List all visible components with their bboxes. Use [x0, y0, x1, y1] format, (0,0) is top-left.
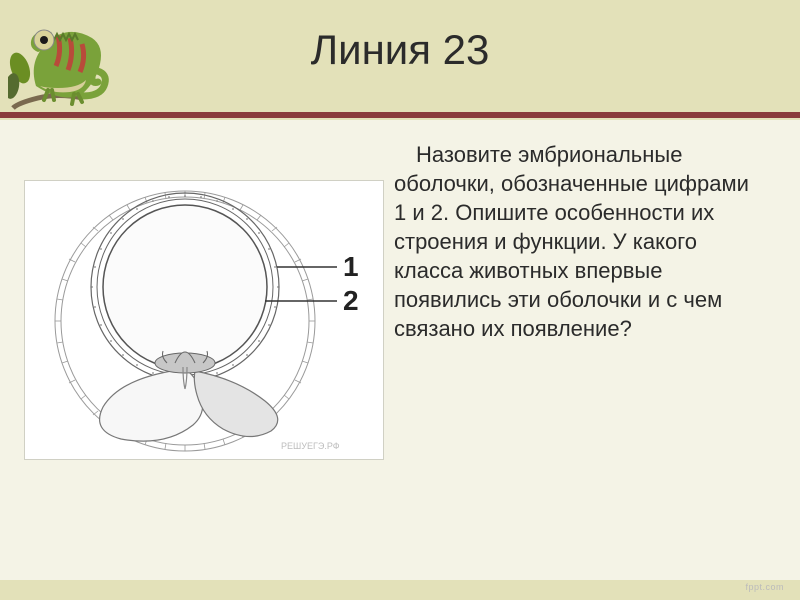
footer-credit: fppt.com — [745, 582, 784, 592]
figure-label-2: 2 — [343, 285, 359, 317]
embryo-diagram: РЕШУЕГЭ.РФ 1 2 — [24, 180, 384, 460]
slide-title: Линия 23 — [0, 26, 800, 74]
question-text: Назовите эмбриональные оболочки, обознач… — [394, 140, 764, 343]
accent-line — [0, 112, 800, 118]
figure-watermark: РЕШУЕГЭ.РФ — [281, 441, 340, 451]
slide: Линия 23 Назовите эмбриональные оболочки… — [0, 0, 800, 600]
figure-label-1: 1 — [343, 251, 359, 283]
